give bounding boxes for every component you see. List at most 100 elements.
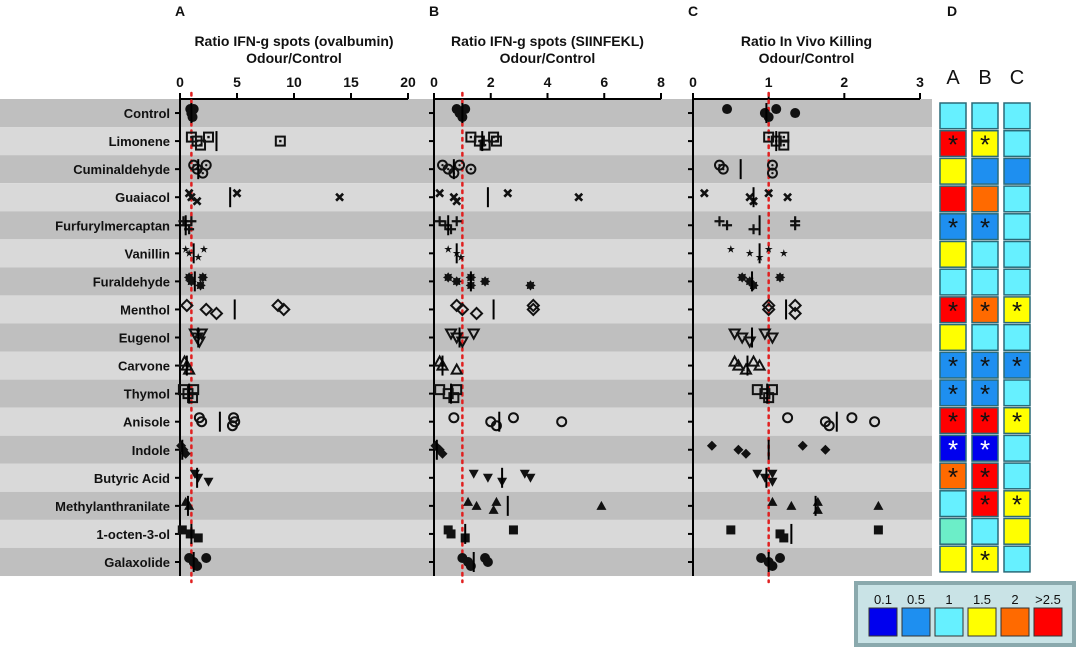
x-tick-label: 3 [916, 74, 924, 90]
significance-star: * [948, 351, 958, 381]
filled-triangle-marker [767, 496, 778, 506]
filled-down-triangle-marker [519, 469, 530, 479]
significance-star: * [948, 407, 958, 437]
heatmap-cell [939, 406, 967, 435]
x-tick-label: 20 [400, 74, 416, 90]
heatmap-cell [939, 517, 967, 545]
marker-dot [782, 135, 785, 139]
filled-flower-marker [748, 280, 759, 291]
star-marker [185, 249, 194, 257]
filled-diamond-marker [733, 444, 744, 455]
marker-dot [771, 163, 774, 167]
row-label: Methylanthranilate [55, 499, 170, 514]
panel-letter: C [688, 3, 698, 19]
significance-star: * [1012, 351, 1022, 381]
filled-down-triangle-marker [193, 473, 204, 483]
filled-down-triangle-marker [468, 469, 479, 479]
heatmap-cell [971, 129, 999, 158]
heatmap-cell [939, 351, 967, 379]
heatmap-cell [939, 545, 967, 573]
marker-dot [205, 163, 208, 167]
heatmap-cell [1003, 240, 1031, 268]
heatmap-cell [971, 351, 999, 379]
row-band [0, 211, 932, 240]
filled-down-triangle-marker [525, 473, 536, 483]
marker-dot [469, 167, 473, 171]
panel-letter: A [175, 3, 185, 19]
marker-dot [199, 143, 202, 147]
significance-star: * [1012, 296, 1022, 326]
panel-title: Ratio IFN-g spots (ovalbumin) [194, 33, 393, 49]
heatmap-cell [1003, 434, 1031, 462]
row-label: Furfurylmercaptan [55, 218, 170, 233]
heatmap-cell [971, 185, 999, 213]
filled-circle-marker [763, 112, 774, 123]
x-tick-label: 8 [657, 74, 665, 90]
panel-title: Ratio IFN-g spots (SIINFEKL) [451, 33, 644, 49]
filled-diamond-marker [820, 444, 831, 455]
plus-marker [434, 216, 445, 227]
open-circle-dot-marker [454, 159, 466, 171]
row-label: Butyric Acid [94, 471, 170, 486]
heatmap-cell [1003, 406, 1031, 435]
row-label: Anisole [123, 415, 170, 430]
star-marker [181, 245, 190, 253]
heatmap-cell [1003, 351, 1031, 379]
row-band [0, 295, 932, 324]
significance-star: * [980, 545, 990, 575]
cross-marker [764, 188, 774, 198]
row-label: Eugenol [119, 331, 170, 346]
row-label: Vanillin [124, 246, 170, 261]
heatmap-panel: DA B C* ** ** * ** * ** ** * ** ** ** ** [939, 3, 1031, 575]
heatmap-cell [971, 406, 999, 435]
x-tick-label: 6 [600, 74, 608, 90]
row-label: Thymol [124, 387, 170, 402]
open-diamond-marker [469, 306, 484, 321]
heatmap-cell [939, 323, 967, 352]
open-triangle-marker [746, 354, 761, 367]
open-diamond-marker [526, 298, 541, 313]
marker-dot [207, 135, 210, 139]
open-square-marker [451, 384, 463, 396]
marker-dot [782, 143, 785, 147]
heatmap-cell [939, 490, 967, 518]
open-diamond-marker [788, 306, 803, 321]
legend-swatch [1000, 607, 1030, 637]
filled-flower-marker [451, 276, 462, 287]
row-band [0, 407, 932, 436]
significance-star: * [980, 296, 990, 326]
x-tick-label: 10 [286, 74, 302, 90]
heatmap-cell [1003, 545, 1031, 573]
row-band [0, 351, 932, 380]
marker-dot [441, 163, 444, 167]
significance-star: * [1012, 490, 1022, 520]
open-square-dot-marker [479, 139, 491, 151]
legend-swatch [1033, 607, 1063, 637]
heatmap-cell [1003, 129, 1031, 158]
open-diamond-marker [449, 298, 464, 313]
filled-triangle-marker [873, 500, 884, 510]
significance-star: * [980, 351, 990, 381]
star-marker [194, 253, 203, 261]
star-marker [199, 245, 208, 253]
significance-star: * [980, 379, 990, 409]
filled-triangle-marker [488, 504, 499, 514]
plus-marker [451, 216, 462, 227]
open-diamond-marker [271, 298, 285, 313]
filled-diamond-marker [740, 448, 751, 459]
heatmap-cell [971, 213, 999, 241]
marker-dot [767, 135, 770, 139]
open-circle-marker [869, 416, 881, 428]
heatmap-cell [939, 462, 967, 490]
star-marker [726, 245, 735, 253]
panel-subtitle: Odour/Control [500, 50, 596, 66]
cross-marker [503, 188, 513, 198]
panel-subtitle: Odour/Control [759, 50, 855, 66]
row-label: Menthol [120, 302, 170, 317]
legend-label: 0.5 [907, 592, 925, 607]
x-tick-label: 0 [176, 74, 184, 90]
open-circle-marker [448, 412, 460, 424]
x-tick-label: 0 [430, 74, 438, 90]
significance-star: * [980, 462, 990, 492]
